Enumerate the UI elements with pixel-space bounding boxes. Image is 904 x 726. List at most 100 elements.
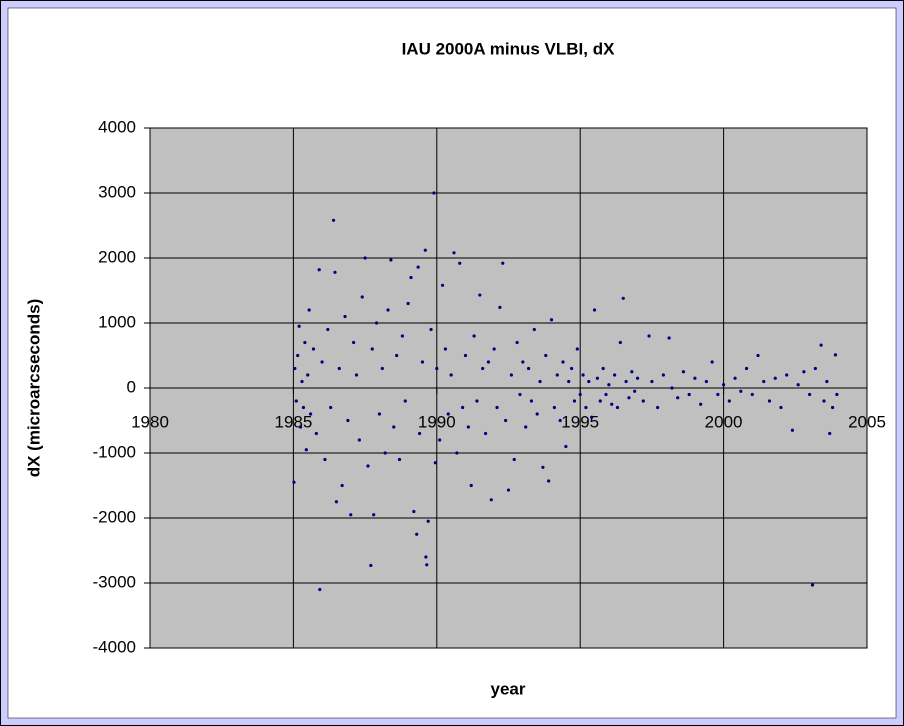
point [429,327,433,332]
point [417,431,422,436]
point [681,370,686,374]
point [762,379,766,384]
point [670,386,674,390]
point [716,392,720,397]
y-axis-label: dX (microarcseconds) [24,299,43,478]
point [661,373,665,377]
point [569,366,574,371]
point [435,366,439,371]
point [504,418,508,423]
point [561,360,565,364]
point [767,399,772,403]
point [320,360,324,364]
point [303,340,307,345]
point [739,389,743,393]
point [334,500,339,504]
point [326,327,330,332]
point [304,448,308,452]
point [621,296,625,300]
point [584,405,588,410]
point [440,283,445,287]
point [544,353,548,358]
point [452,251,456,255]
point [595,376,600,380]
point [292,480,296,484]
point [624,379,628,384]
point [307,308,311,312]
point [489,498,493,502]
point [416,265,420,269]
x-tick-label: 1980 [131,412,169,431]
point [773,376,777,380]
point [426,519,430,523]
point [558,418,562,423]
point [469,483,473,488]
point [323,457,327,462]
point [455,451,459,455]
point [541,465,545,469]
x-tick-label: 1990 [418,412,456,431]
y-tick-label: 4000 [98,117,136,136]
point [301,405,306,410]
point [779,405,783,410]
y-tick-label: 1000 [98,312,136,331]
point [564,444,568,449]
point [578,392,582,397]
point [526,366,531,371]
point [547,479,551,483]
point [363,256,367,260]
point [438,438,442,442]
point [704,379,708,384]
point [481,366,485,371]
point [446,412,450,416]
point [397,457,402,462]
point [808,392,812,397]
point [581,373,585,377]
point [314,431,318,436]
point [733,376,737,380]
point [360,295,364,299]
point [785,373,789,377]
x-tick-label: 1995 [561,412,599,431]
point [633,389,637,393]
x-tick-label: 2000 [705,412,743,431]
y-tick-label: 0 [127,377,136,396]
point [641,399,645,403]
point [598,399,602,403]
point [478,293,482,297]
point [825,379,829,384]
point [423,248,427,252]
point [349,513,353,517]
point [420,360,425,364]
point [592,308,597,312]
point [822,399,826,403]
point [575,347,579,351]
x-tick-label: 2005 [848,412,886,431]
y-tick-label: -2000 [93,507,136,526]
point [699,402,703,406]
y-tick-label: -1000 [93,442,136,461]
point [552,405,556,410]
point [432,191,436,195]
point [676,396,680,400]
point [340,483,344,488]
point [492,347,496,351]
point [298,425,303,429]
point [415,532,419,536]
point [819,343,823,347]
point [515,340,519,345]
point [458,261,462,265]
y-tick-label: 2000 [98,247,136,266]
point [610,402,614,406]
point [380,366,384,371]
point [333,270,337,274]
point [297,324,301,328]
point [461,405,465,410]
point [549,318,554,322]
point [587,379,591,384]
point [635,376,640,380]
point [463,353,468,358]
point [607,383,611,387]
chart-title: IAU 2000A minus VLBI, dX [402,39,616,58]
point [377,412,382,416]
